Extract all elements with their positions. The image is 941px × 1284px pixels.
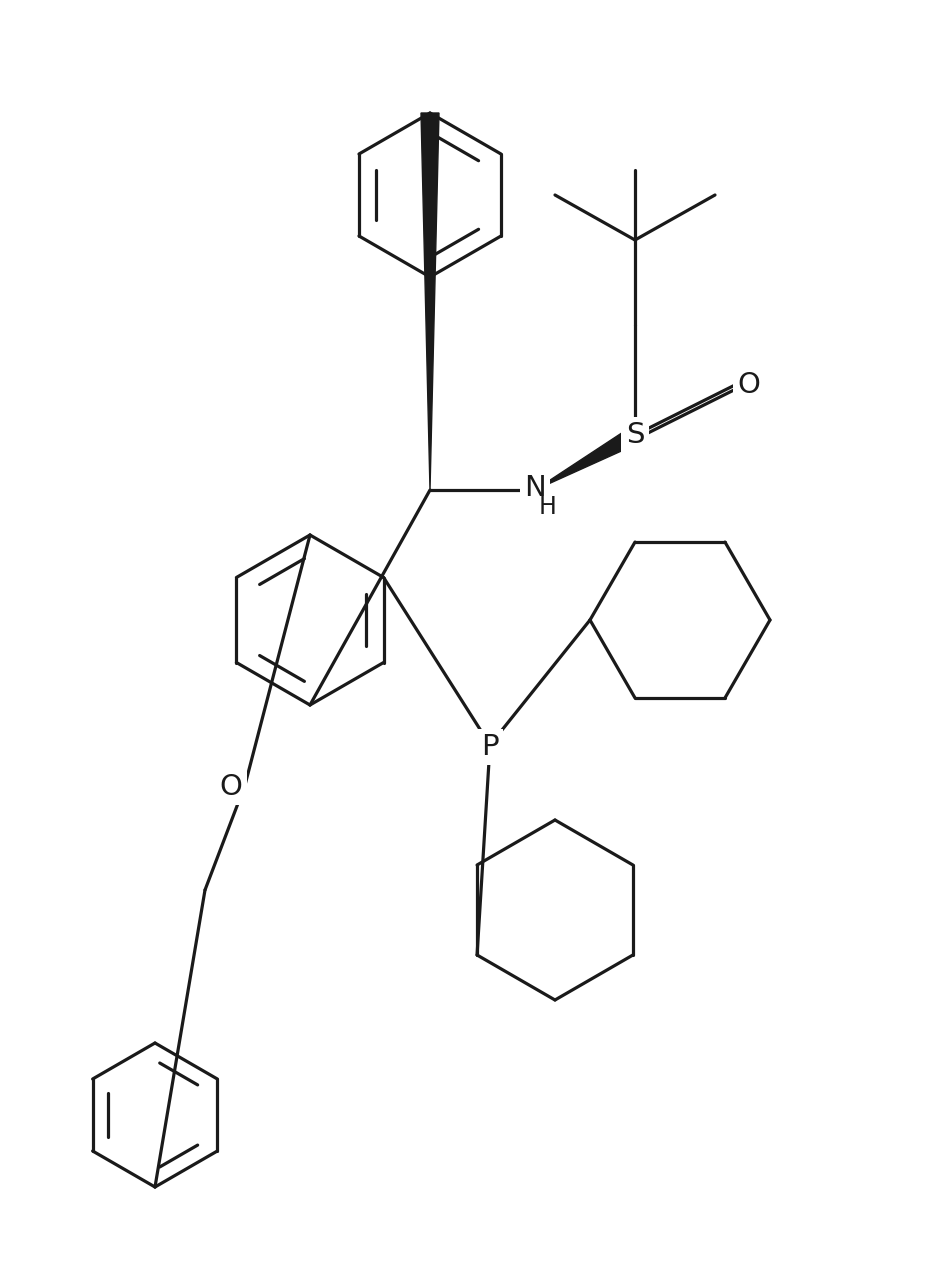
Polygon shape bbox=[421, 113, 439, 490]
Text: S: S bbox=[626, 421, 645, 449]
Text: O: O bbox=[738, 371, 760, 399]
Text: N: N bbox=[524, 474, 546, 502]
Polygon shape bbox=[535, 428, 639, 490]
Text: O: O bbox=[219, 773, 243, 801]
Text: P: P bbox=[481, 733, 499, 761]
Text: H: H bbox=[539, 496, 557, 519]
